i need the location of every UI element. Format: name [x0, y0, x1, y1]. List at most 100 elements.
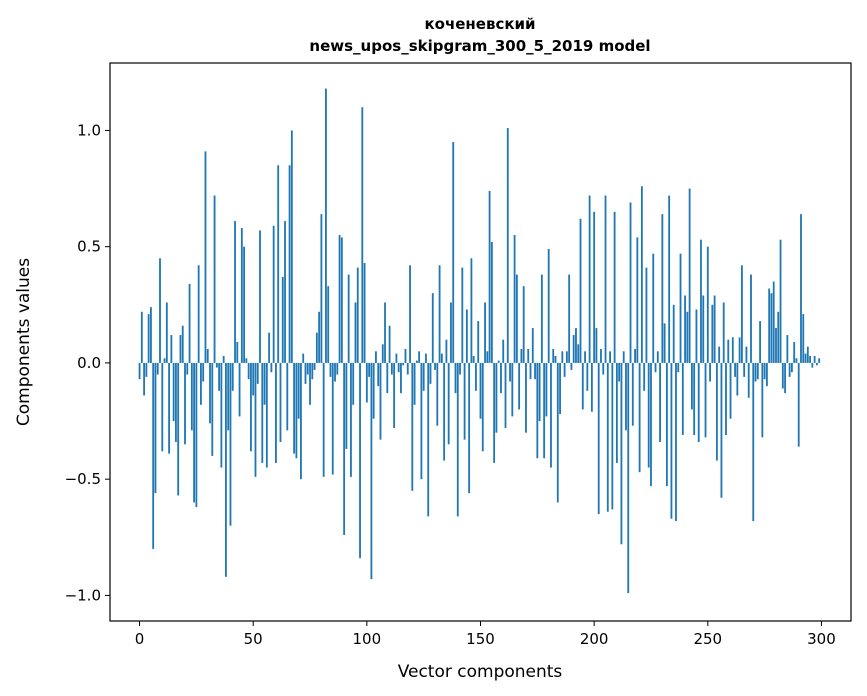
x-axis-ticks: 0 50 100 150 200 250 300: [135, 621, 836, 648]
bar: [806, 346, 809, 363]
bar: [761, 362, 764, 438]
bar: [286, 362, 289, 431]
bar: [334, 362, 336, 382]
bar: [195, 362, 198, 508]
bar: [313, 362, 316, 370]
bar: [368, 362, 371, 377]
bar: [347, 274, 350, 363]
x-tick-label: 0: [135, 630, 145, 648]
bar: [470, 258, 473, 363]
bar: [677, 362, 680, 373]
bar: [725, 362, 727, 435]
bar: [377, 362, 380, 387]
bar: [365, 362, 368, 403]
bar: [602, 362, 605, 375]
bar: [300, 362, 302, 480]
bar: [495, 362, 498, 433]
bar: [390, 362, 393, 375]
bar: [247, 362, 250, 380]
bar: [515, 274, 518, 363]
bar: [381, 344, 384, 363]
bar: [727, 339, 730, 363]
bar: [422, 362, 425, 391]
bar: [209, 362, 211, 424]
bar: [459, 362, 461, 375]
bar: [816, 362, 818, 366]
bar: [600, 348, 602, 363]
bar: [220, 362, 223, 468]
bar: [447, 362, 450, 445]
x-tick-label: 200: [580, 630, 609, 648]
bar: [790, 362, 793, 373]
bar: [615, 362, 618, 463]
bar: [181, 325, 184, 363]
bar: [500, 362, 502, 394]
bar: [284, 221, 286, 363]
bar: [393, 362, 396, 429]
bar: [543, 362, 546, 459]
chart-subtitle: news_upos_skipgram_300_5_2019 model: [309, 37, 650, 55]
bar: [484, 302, 486, 363]
bar: [763, 362, 766, 380]
bar: [715, 362, 718, 461]
bar: [431, 293, 434, 363]
bar: [527, 348, 530, 363]
bar: [340, 237, 343, 363]
bar: [772, 281, 775, 363]
bar: [593, 211, 596, 363]
bar: [143, 362, 146, 396]
bar: [152, 362, 155, 549]
bar: [413, 362, 416, 405]
bar: [147, 314, 150, 363]
bar: [336, 362, 339, 375]
x-axis-label: Vector components: [398, 662, 563, 682]
y-axis-ticks: −1.0 −0.5 0.0 0.5 1.0: [65, 121, 110, 604]
bar: [804, 353, 807, 363]
bar: [581, 362, 584, 410]
bar: [159, 258, 161, 363]
bar: [186, 362, 189, 375]
bar: [750, 274, 752, 363]
bar: [406, 362, 409, 375]
bar: [661, 214, 664, 363]
bar: [540, 274, 543, 363]
bar: [775, 328, 777, 363]
bar: [509, 362, 511, 382]
bar: [656, 351, 659, 363]
bar: [620, 362, 623, 545]
bar: [565, 351, 568, 363]
bar: [513, 235, 516, 363]
bar: [243, 246, 246, 363]
bar: [384, 302, 386, 363]
bar: [584, 351, 586, 363]
bar: [818, 358, 821, 363]
bar: [586, 362, 589, 391]
y-tick-label: 0.0: [77, 354, 101, 372]
bar: [718, 346, 721, 363]
bar: [709, 362, 711, 382]
bars: [138, 88, 821, 594]
bar: [525, 362, 527, 433]
bar: [634, 348, 636, 363]
bar: [788, 362, 791, 377]
bar: [452, 142, 455, 363]
bar: [190, 362, 193, 431]
bar: [231, 362, 234, 391]
bar: [618, 362, 621, 382]
bar: [168, 362, 171, 454]
y-tick-label: 0.5: [77, 238, 101, 256]
bar: [650, 362, 652, 487]
bar: [797, 362, 800, 447]
bar: [547, 249, 550, 363]
bar: [729, 362, 732, 419]
bar: [588, 195, 591, 363]
bar: [465, 309, 468, 363]
bar: [175, 362, 177, 442]
bar: [506, 128, 509, 363]
bar: [781, 362, 784, 389]
bar: [409, 265, 411, 363]
y-tick-label: −1.0: [65, 586, 101, 604]
bar: [613, 211, 616, 363]
chart-title: коченевский: [424, 15, 535, 33]
